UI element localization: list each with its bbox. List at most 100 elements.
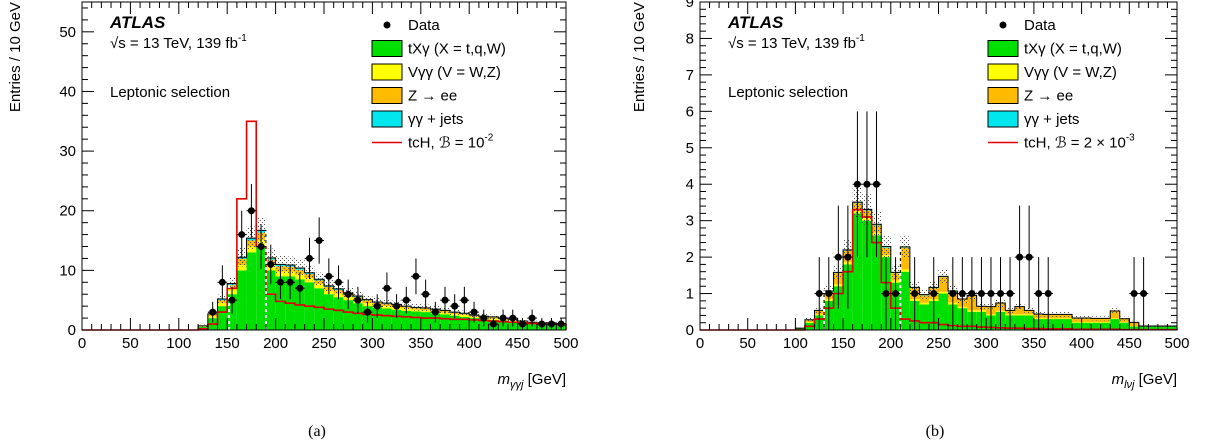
legend-item-txg: tXγ (X = t,q,W) bbox=[987, 40, 1122, 58]
data-point bbox=[460, 296, 468, 304]
y-tick-label: 3 bbox=[686, 213, 694, 230]
x-tick-label: 150 bbox=[831, 335, 856, 352]
x-tick-label: 250 bbox=[311, 335, 336, 352]
stack-bar-2 bbox=[459, 315, 470, 317]
y-axis-title: Entries / 10 GeV bbox=[7, 2, 24, 112]
stack-bar-2 bbox=[938, 291, 949, 294]
y-tick-label: 40 bbox=[59, 83, 76, 100]
data-point bbox=[470, 308, 478, 316]
stack-bar-3 bbox=[1014, 307, 1025, 315]
data-point bbox=[911, 290, 919, 298]
data-point bbox=[412, 272, 420, 280]
legend-item-vgg: Vγγ (V = W,Z) bbox=[987, 63, 1117, 81]
stack-bar-2 bbox=[217, 303, 228, 307]
data-point bbox=[257, 243, 265, 251]
legend-item-sig: tcH, ℬ = 10-2 bbox=[372, 133, 494, 152]
y-tick-label: 20 bbox=[59, 203, 76, 220]
stack-bar-1 bbox=[440, 314, 450, 330]
y-tick-label: 0 bbox=[68, 322, 76, 339]
data-point bbox=[825, 290, 833, 298]
stack-bar-2 bbox=[1110, 318, 1120, 320]
selection-label: Leptonic selection bbox=[728, 84, 848, 101]
data-point bbox=[977, 290, 985, 298]
y-axis-title: Entries / 10 GeV bbox=[631, 2, 648, 112]
legend-swatch bbox=[987, 63, 1019, 81]
stack-bar-2 bbox=[1091, 321, 1101, 323]
legend-label: tXγ (X = t,q,W) bbox=[408, 41, 506, 58]
legend-item-txg: tXγ (X = t,q,W) bbox=[371, 40, 506, 58]
data-point bbox=[441, 296, 449, 304]
energy-text: √s = 13 TeV, 139 fb bbox=[110, 35, 238, 52]
energy-label: √s = 13 TeV, 139 fb-1 bbox=[728, 33, 865, 52]
x-tick-label: 0 bbox=[696, 335, 704, 352]
data-point bbox=[815, 290, 823, 298]
stack-bar-2 bbox=[804, 321, 815, 323]
data-point bbox=[853, 180, 861, 188]
legend-label: Data bbox=[408, 17, 440, 34]
data-point bbox=[286, 278, 294, 286]
x-tick-label: 100 bbox=[166, 335, 191, 352]
stack-bar-1 bbox=[1072, 322, 1082, 330]
data-point bbox=[997, 290, 1005, 298]
data-point bbox=[509, 314, 517, 322]
stack-bar-2 bbox=[1014, 314, 1025, 316]
x-tick-label: 350 bbox=[408, 335, 433, 352]
energy-sup: -1 bbox=[238, 33, 247, 44]
stack-bar-3 bbox=[938, 277, 949, 292]
stack-bar-1 bbox=[411, 311, 421, 330]
energy-sup: -1 bbox=[856, 33, 865, 44]
stack-bar-1 bbox=[871, 235, 882, 330]
data-point bbox=[393, 302, 401, 310]
stack-bar-1 bbox=[1062, 319, 1073, 330]
data-point bbox=[1035, 290, 1043, 298]
stack-bar-1 bbox=[795, 328, 805, 330]
stack-bar-1 bbox=[1091, 322, 1101, 330]
stack-bar-2 bbox=[440, 312, 450, 315]
legend-item-zee: Z → ee bbox=[987, 87, 1073, 105]
x-title-sub: lνj bbox=[1124, 379, 1135, 391]
data-point bbox=[863, 180, 871, 188]
data-point bbox=[1140, 290, 1148, 298]
stack-bar-1 bbox=[324, 294, 334, 330]
stack-bar-1 bbox=[391, 309, 402, 330]
stack-bar-2 bbox=[382, 306, 392, 309]
stack-bar-3 bbox=[1081, 318, 1092, 322]
y-tick-label: 30 bbox=[59, 143, 76, 160]
stack-bar-1 bbox=[236, 270, 247, 330]
data-point bbox=[335, 278, 343, 286]
legend-swatch bbox=[987, 110, 1019, 128]
stack-bar-1 bbox=[459, 316, 470, 330]
data-point bbox=[528, 314, 536, 322]
data-point bbox=[238, 231, 246, 239]
legend-label: γγ + jets bbox=[1024, 111, 1079, 128]
stack-bar-1 bbox=[527, 323, 537, 330]
stack-bar-1 bbox=[372, 307, 383, 330]
atlas-label: ATLAS bbox=[727, 13, 784, 32]
x-tick-label: 450 bbox=[1117, 335, 1142, 352]
data-point bbox=[354, 296, 362, 304]
stack-bar-1 bbox=[401, 310, 412, 330]
data-point bbox=[296, 284, 304, 292]
stack-bar-1 bbox=[275, 276, 286, 330]
data-point bbox=[315, 237, 323, 245]
data-point bbox=[499, 314, 507, 322]
y-tick-label: 2 bbox=[686, 249, 694, 266]
legend-label: Vγγ (V = W,Z) bbox=[408, 64, 501, 81]
stack-bar-2 bbox=[314, 284, 324, 289]
legend-label-main: tcH, ℬ = 10 bbox=[408, 135, 484, 152]
stack-bar-1 bbox=[246, 252, 257, 330]
data-point bbox=[218, 278, 226, 286]
legend-label: Z → ee bbox=[1024, 88, 1073, 105]
x-title-unit: [GeV] bbox=[523, 371, 566, 388]
stack-bar-1 bbox=[862, 220, 872, 330]
stack-bar-1 bbox=[1100, 322, 1111, 330]
data-point bbox=[557, 320, 565, 328]
legend-label: Data bbox=[1024, 17, 1056, 34]
data-point bbox=[949, 290, 957, 298]
data-point bbox=[267, 260, 275, 268]
panel-b: 0 50 100 150 200 250 300 350 400 450 500 0 1 2 3 4 5 6 7 8 9… bbox=[631, 0, 1190, 440]
x-tick-label: 500 bbox=[553, 335, 578, 352]
stack-bar-2 bbox=[919, 302, 929, 305]
legend-label-sup: -2 bbox=[484, 133, 493, 144]
x-tick-label: 300 bbox=[360, 335, 385, 352]
